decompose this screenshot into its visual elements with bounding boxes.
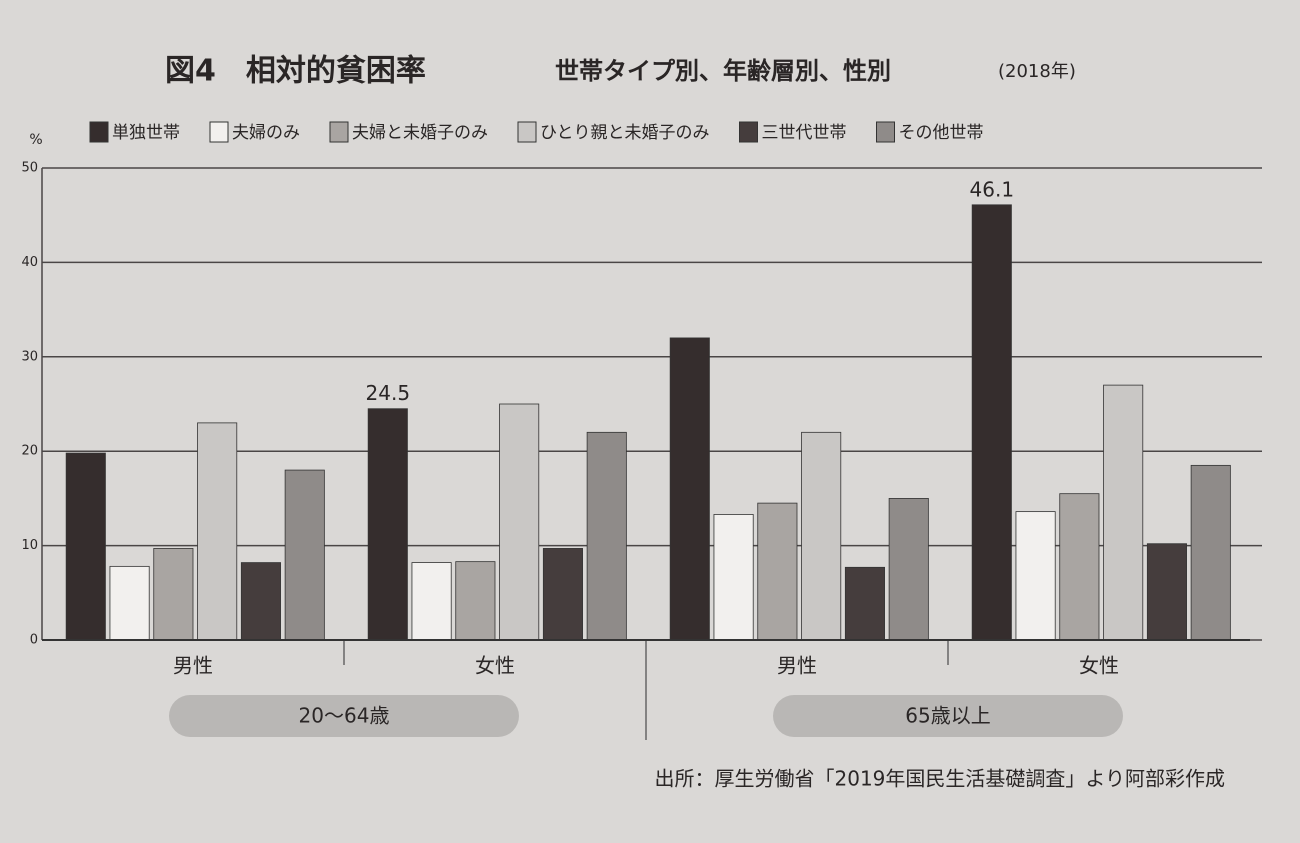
bar bbox=[542, 548, 583, 641]
bar bbox=[455, 561, 496, 641]
chart-subtitle: 世帯タイプ別、年齢層別、性別 bbox=[555, 57, 891, 85]
bar bbox=[367, 408, 408, 641]
value-label: 24.5 bbox=[366, 381, 411, 405]
bar bbox=[411, 562, 452, 641]
bar bbox=[240, 562, 281, 641]
bar bbox=[888, 497, 929, 641]
group-label: 65歳以上 bbox=[905, 704, 990, 728]
legend-label: 夫婦のみ bbox=[232, 123, 300, 143]
bar bbox=[713, 514, 754, 641]
bar bbox=[499, 403, 540, 641]
group-label: 20〜64歳 bbox=[299, 704, 390, 728]
legend-label: 夫婦と未婚子のみ bbox=[352, 123, 488, 143]
bar bbox=[1146, 543, 1187, 641]
bar bbox=[586, 431, 627, 641]
bar bbox=[844, 566, 885, 641]
y-tick-label: 20 bbox=[21, 444, 38, 459]
bar bbox=[971, 204, 1012, 641]
legend-swatch bbox=[329, 121, 349, 143]
bar bbox=[801, 431, 842, 641]
y-tick-label: 40 bbox=[21, 255, 38, 270]
value-label: 46.1 bbox=[970, 177, 1015, 201]
x-tick-label: 女性 bbox=[475, 654, 515, 678]
source: 出所：厚生労働省「2019年国民生活基礎調査」より阿部彩作成 bbox=[655, 767, 1226, 791]
bar bbox=[109, 565, 150, 641]
group-pill bbox=[773, 695, 1123, 737]
legend-label: その他世帯 bbox=[899, 123, 984, 143]
legend-swatch bbox=[209, 121, 229, 143]
y-tick-label: 0 bbox=[30, 633, 38, 648]
legend-label: 単独世帯 bbox=[112, 123, 180, 143]
x-tick-label: 女性 bbox=[1079, 654, 1119, 678]
x-tick-label: 男性 bbox=[777, 654, 817, 678]
legend-label: ひとり親と未婚子のみ bbox=[540, 123, 710, 143]
bar bbox=[1103, 384, 1144, 641]
y-unit: % bbox=[29, 132, 42, 148]
legend-swatch bbox=[739, 121, 758, 143]
y-tick-label: 50 bbox=[21, 161, 38, 176]
y-tick-label: 30 bbox=[21, 349, 38, 364]
bar bbox=[669, 337, 710, 641]
y-tick-label: 10 bbox=[21, 538, 38, 553]
group-pill bbox=[169, 695, 519, 737]
bar bbox=[1059, 493, 1100, 641]
bar bbox=[197, 422, 238, 641]
bar bbox=[65, 452, 106, 641]
bar bbox=[757, 502, 798, 641]
bar bbox=[1015, 511, 1056, 641]
legend-swatch bbox=[517, 121, 537, 143]
bar bbox=[153, 548, 194, 641]
legend-label: 三世代世帯 bbox=[762, 123, 847, 143]
legend-swatch bbox=[876, 121, 895, 143]
year-note: (2018年) bbox=[998, 61, 1076, 82]
legend-swatch bbox=[89, 121, 109, 143]
x-tick-label: 男性 bbox=[173, 654, 213, 678]
bar bbox=[1190, 464, 1231, 641]
bar bbox=[284, 469, 325, 641]
chart-title: 図4 相対的貧困率 bbox=[165, 54, 426, 89]
